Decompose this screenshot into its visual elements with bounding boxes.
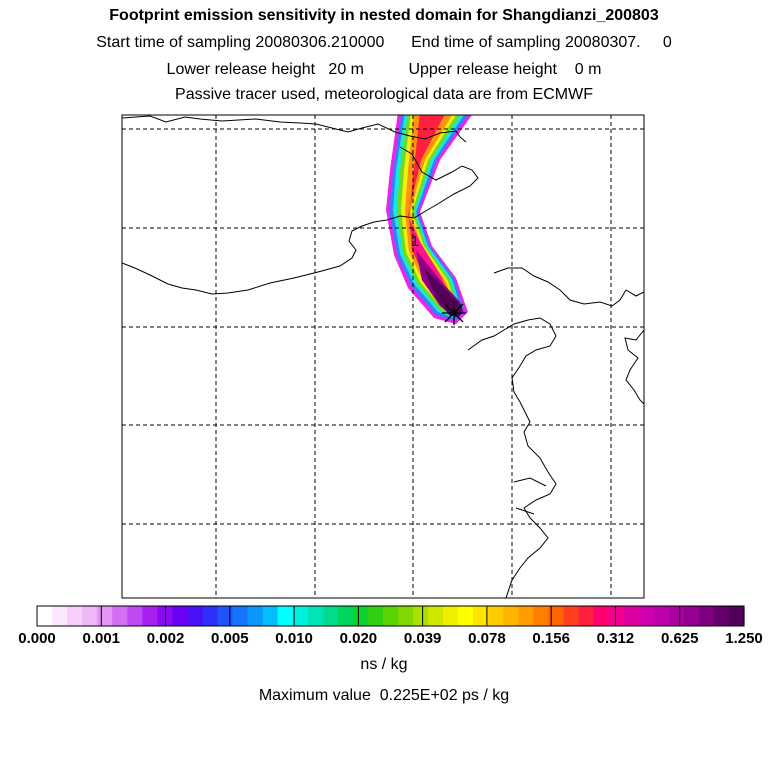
colorbar-swatch bbox=[623, 606, 640, 626]
footprint-plume bbox=[386, 115, 472, 324]
colorbar-units: ns / kg bbox=[360, 656, 408, 673]
colorbar-tick-label: 0.020 bbox=[339, 630, 378, 647]
annotation-label: 1 bbox=[411, 233, 419, 250]
colorbar-swatch bbox=[232, 606, 249, 626]
colorbar-swatch bbox=[382, 606, 399, 626]
colorbar-swatch bbox=[52, 606, 68, 626]
coastlines bbox=[122, 115, 644, 598]
colorbar-swatch bbox=[37, 606, 53, 626]
colorbar-swatch bbox=[352, 606, 369, 626]
colorbar-tick-label: 0.001 bbox=[82, 630, 121, 647]
colorbar-swatch bbox=[458, 606, 474, 626]
sampling-time-line: Start time of sampling 20080306.210000 E… bbox=[96, 34, 672, 51]
colorbar-swatch bbox=[443, 606, 459, 626]
release-site-marker bbox=[442, 301, 466, 325]
colorbar-swatch bbox=[428, 606, 444, 626]
colorbar-swatch bbox=[367, 606, 384, 626]
colorbar-swatch bbox=[202, 606, 219, 626]
colorbar-tick-label: 0.312 bbox=[596, 630, 635, 647]
colorbar-swatch bbox=[217, 606, 234, 626]
colorbar-swatch bbox=[563, 606, 580, 626]
colorbar-swatch bbox=[518, 606, 534, 626]
colorbar-frame bbox=[36, 605, 745, 627]
colorbar-swatch bbox=[593, 606, 610, 626]
colorbar-swatch bbox=[322, 606, 339, 626]
coast-detail-2 bbox=[515, 507, 535, 515]
colorbar-swatch bbox=[488, 606, 504, 626]
colorbar-swatch bbox=[608, 606, 625, 626]
colorbar-swatch bbox=[638, 606, 655, 626]
colorbar-swatch bbox=[728, 606, 745, 626]
plume-band-dark-purple bbox=[424, 268, 462, 316]
colorbar-swatch bbox=[112, 606, 128, 626]
colorbar-swatch bbox=[187, 606, 204, 626]
colorbar-swatch bbox=[473, 606, 489, 626]
colorbar-swatch bbox=[67, 606, 83, 626]
colorbar-swatch bbox=[683, 606, 700, 626]
colorbar-swatch bbox=[698, 606, 715, 626]
colorbar-swatch bbox=[277, 606, 294, 626]
colorbar-swatch bbox=[262, 606, 279, 626]
colorbar-tick-label: 0.002 bbox=[146, 630, 185, 647]
colorbar-swatch bbox=[398, 606, 414, 626]
colorbar-swatch bbox=[533, 606, 550, 626]
colorbar-swatch bbox=[247, 606, 264, 626]
colorbar-swatch bbox=[142, 606, 158, 626]
colorbar-swatch bbox=[97, 606, 113, 626]
coastline-north bbox=[122, 115, 467, 143]
plot-frame bbox=[121, 114, 645, 599]
colorbar-tick-label: 0.156 bbox=[532, 630, 570, 647]
colorbar-tick-label: 0.010 bbox=[275, 630, 313, 647]
colorbar-swatch bbox=[653, 606, 670, 626]
peninsula-coast bbox=[624, 329, 644, 405]
colorbar-swatch bbox=[337, 606, 354, 626]
colorbar-swatch bbox=[578, 606, 595, 626]
coastline-south bbox=[467, 317, 557, 598]
coast-detail-1 bbox=[513, 477, 547, 487]
colorbar-swatch bbox=[413, 606, 429, 626]
colorbar-swatch bbox=[668, 606, 685, 626]
colorbar-tick-label: 0.005 bbox=[211, 630, 249, 647]
colorbar-swatch bbox=[172, 606, 189, 626]
tracer-info-line: Passive tracer used, meteorological data… bbox=[175, 86, 593, 103]
colorbar-swatch bbox=[713, 606, 730, 626]
coastline-east bbox=[493, 267, 644, 307]
colorbar-tick-label: 0.078 bbox=[468, 630, 506, 647]
colorbar bbox=[37, 606, 745, 626]
release-height-line: Lower release height 20 m Upper release … bbox=[166, 61, 602, 78]
colorbar-swatch bbox=[82, 606, 98, 626]
colorbar-swatch bbox=[127, 606, 143, 626]
chart-title: Footprint emission sensitivity in nested… bbox=[109, 7, 659, 24]
colorbar-tick-label: 0.039 bbox=[403, 630, 442, 647]
colorbar-swatch bbox=[307, 606, 324, 626]
colorbar-swatch bbox=[503, 606, 519, 626]
colorbar-swatch bbox=[548, 606, 565, 626]
colorbar-tick-label: 0.625 bbox=[660, 630, 699, 647]
colorbar-tick-label: 0.000 bbox=[18, 630, 56, 647]
maximum-value: Maximum value 0.225E+02 ps / kg bbox=[258, 687, 510, 704]
colorbar-swatch bbox=[292, 606, 309, 626]
colorbar-tick-label: 1.250 bbox=[725, 630, 763, 647]
lat-lon-grid bbox=[122, 115, 644, 598]
